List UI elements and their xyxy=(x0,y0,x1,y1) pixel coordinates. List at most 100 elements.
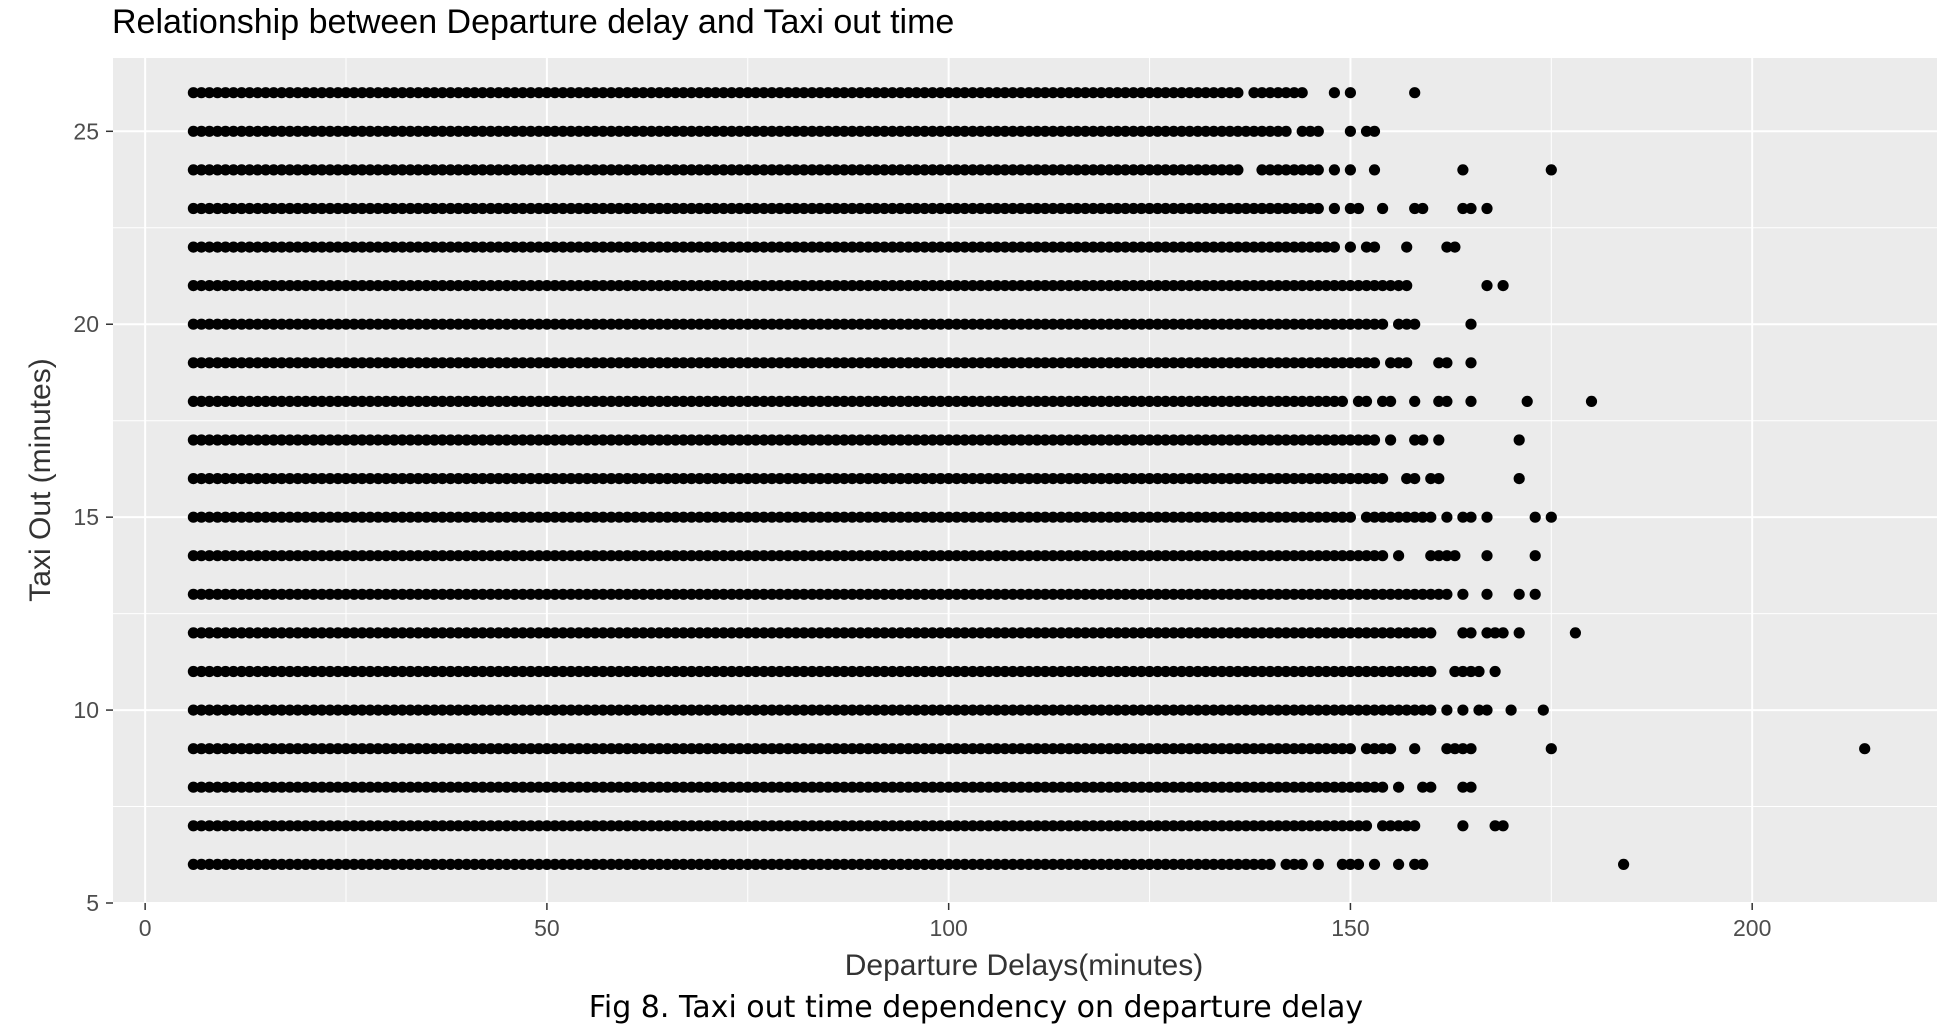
data-point xyxy=(1433,434,1445,446)
data-point xyxy=(1192,588,1204,600)
data-point xyxy=(685,241,698,253)
data-point xyxy=(894,357,907,369)
data-point xyxy=(1401,280,1413,292)
data-point xyxy=(653,704,666,716)
data-point xyxy=(846,588,858,600)
data-point xyxy=(637,704,649,716)
data-point xyxy=(356,704,368,716)
data-point xyxy=(694,241,706,253)
data-point xyxy=(1336,318,1348,330)
data-point xyxy=(1224,473,1236,485)
data-point xyxy=(1208,743,1220,755)
data-point xyxy=(1248,743,1260,755)
data-point xyxy=(991,588,1003,600)
data-point xyxy=(1208,588,1220,600)
data-point xyxy=(766,511,778,523)
data-point xyxy=(348,858,360,871)
data-point xyxy=(412,280,424,292)
data-point xyxy=(388,395,400,407)
data-point xyxy=(1095,318,1107,330)
data-point xyxy=(669,820,682,832)
data-point xyxy=(557,357,569,369)
data-point xyxy=(1473,665,1485,678)
data-point xyxy=(1272,164,1284,176)
data-point xyxy=(244,665,256,678)
data-point xyxy=(830,588,842,600)
data-point xyxy=(1023,665,1035,678)
data-point xyxy=(1039,473,1051,485)
data-point xyxy=(203,395,215,407)
data-point xyxy=(444,704,457,716)
data-point xyxy=(1184,665,1196,678)
data-point xyxy=(477,241,489,253)
data-point xyxy=(645,164,658,176)
data-point xyxy=(1135,473,1148,485)
data-point xyxy=(308,318,320,330)
data-point xyxy=(1344,280,1356,292)
data-point xyxy=(1296,704,1308,716)
data-point xyxy=(902,318,915,330)
data-point xyxy=(822,473,834,485)
data-points xyxy=(187,87,1871,871)
data-point xyxy=(227,588,240,600)
data-point xyxy=(485,473,497,485)
data-point xyxy=(388,627,400,639)
data-point xyxy=(645,202,658,215)
data-point xyxy=(1232,743,1244,755)
data-point xyxy=(894,511,907,523)
data-point xyxy=(694,280,706,292)
data-point xyxy=(790,318,802,330)
data-point xyxy=(308,357,320,369)
data-point xyxy=(710,202,722,215)
data-point xyxy=(613,395,625,407)
data-point xyxy=(549,280,561,292)
data-point xyxy=(886,588,899,600)
data-point xyxy=(252,511,264,523)
data-point xyxy=(260,164,272,176)
data-point xyxy=(1224,781,1236,793)
data-point xyxy=(910,241,923,253)
data-point xyxy=(1328,743,1340,755)
data-point xyxy=(1232,704,1244,716)
data-point xyxy=(1160,164,1172,176)
data-point xyxy=(1352,318,1365,330)
data-point xyxy=(661,550,674,562)
data-point xyxy=(653,627,666,639)
data-point xyxy=(1039,125,1051,137)
data-point xyxy=(790,87,802,99)
data-point xyxy=(1288,820,1300,832)
data-point xyxy=(573,357,585,369)
data-point xyxy=(1232,434,1244,446)
data-point xyxy=(927,511,939,523)
data-point xyxy=(252,202,264,215)
data-point xyxy=(1007,318,1019,330)
data-point xyxy=(902,704,915,716)
data-point xyxy=(846,434,858,446)
data-point xyxy=(195,781,207,793)
data-point xyxy=(1232,395,1244,407)
data-point xyxy=(1135,434,1148,446)
data-point xyxy=(613,318,625,330)
data-point xyxy=(1127,164,1140,176)
data-point xyxy=(669,781,682,793)
data-point xyxy=(1168,588,1180,600)
data-point xyxy=(1192,318,1204,330)
data-point xyxy=(1208,318,1220,330)
data-point xyxy=(758,473,770,485)
data-point xyxy=(533,241,545,253)
data-point xyxy=(822,781,834,793)
data-point xyxy=(830,357,842,369)
data-point xyxy=(1192,473,1204,485)
data-point xyxy=(959,87,971,99)
data-point xyxy=(1007,743,1019,755)
data-point xyxy=(1312,858,1324,871)
data-point xyxy=(734,550,746,562)
data-point xyxy=(1184,743,1196,755)
data-point xyxy=(485,743,497,755)
data-point xyxy=(372,858,384,871)
data-point xyxy=(1055,820,1067,832)
data-point xyxy=(694,202,706,215)
data-point xyxy=(525,665,537,678)
data-point xyxy=(959,318,971,330)
data-point xyxy=(1127,357,1140,369)
